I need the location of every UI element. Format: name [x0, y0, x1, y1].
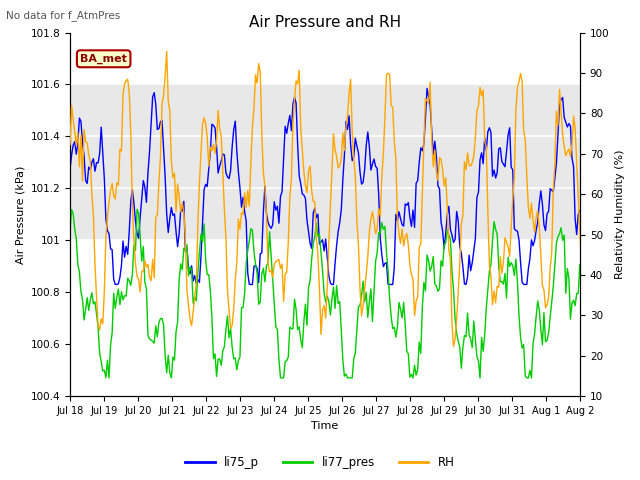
Text: No data for f_AtmPres: No data for f_AtmPres: [6, 10, 121, 21]
Y-axis label: Relativity Humidity (%): Relativity Humidity (%): [615, 150, 625, 279]
Legend: li75_p, li77_pres, RH: li75_p, li77_pres, RH: [180, 452, 460, 474]
Bar: [70, 84, 580, 240]
Title: Air Pressure and RH: Air Pressure and RH: [249, 15, 401, 30]
Y-axis label: Air Pressure (kPa): Air Pressure (kPa): [15, 165, 25, 264]
X-axis label: Time: Time: [312, 421, 339, 432]
Text: BA_met: BA_met: [80, 54, 127, 64]
